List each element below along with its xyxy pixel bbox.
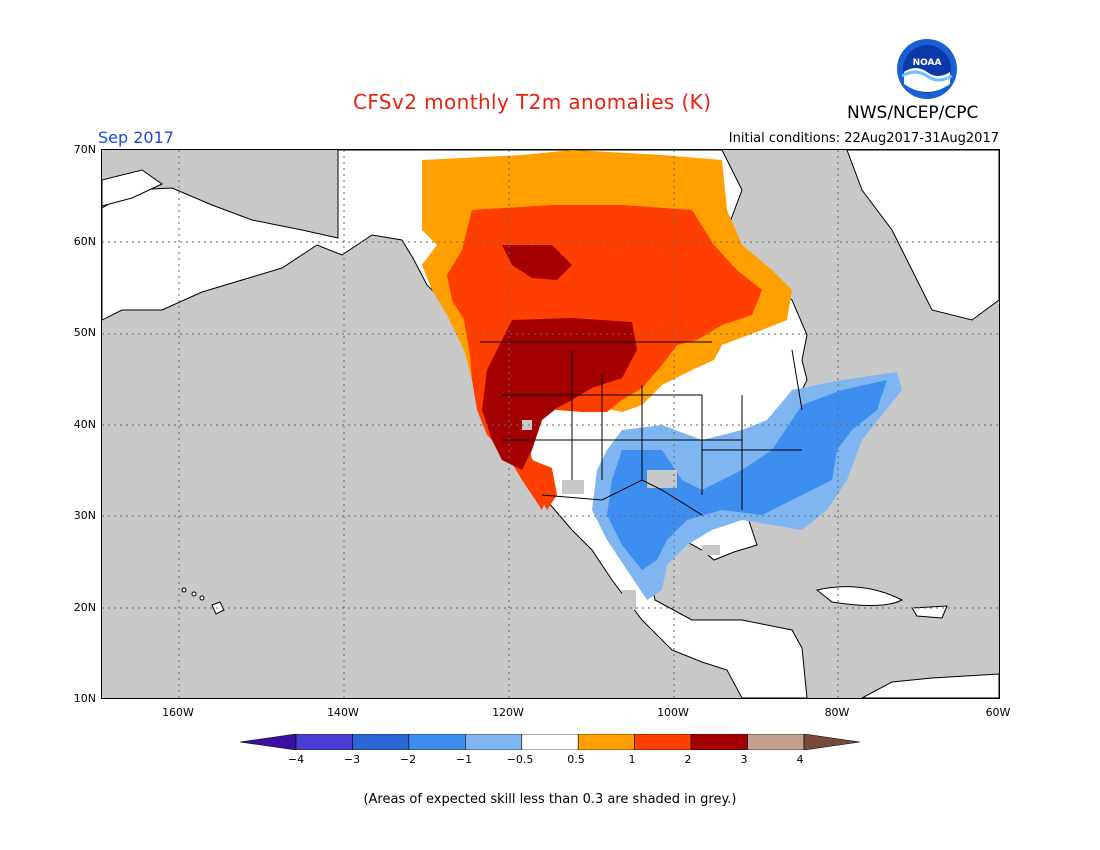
colorbar-tick-label: −4 bbox=[287, 753, 305, 766]
logo-text: NOAA bbox=[913, 58, 942, 68]
initial-conditions: Initial conditions: 22Aug2017-31Aug2017 bbox=[728, 131, 999, 146]
colorbar bbox=[240, 734, 860, 750]
hispaniola-landmass bbox=[911, 605, 948, 619]
lat-label: 50N bbox=[73, 326, 96, 339]
colorbar-segment bbox=[577, 734, 635, 750]
colorbar-segment bbox=[408, 734, 466, 750]
lat-label: 10N bbox=[73, 692, 96, 705]
colorbar-tick-label: −2 bbox=[399, 753, 417, 766]
agency-label: NWS/NCEP/CPC bbox=[847, 103, 979, 123]
hawaii-islands bbox=[181, 587, 225, 615]
forecast-month: Sep 2017 bbox=[98, 128, 174, 147]
skill-note: (Areas of expected skill less than 0.3 a… bbox=[363, 792, 737, 807]
anomaly-region-baja bbox=[532, 460, 557, 510]
colorbar-tick-label: 2 bbox=[684, 753, 692, 766]
anomaly-map bbox=[102, 150, 999, 698]
lon-label: 160W bbox=[162, 706, 194, 719]
colorbar-segment bbox=[465, 734, 523, 750]
colorbar-segment bbox=[690, 734, 748, 750]
colorbar-segment bbox=[240, 734, 297, 750]
colorbar-tick-label: −0.5 bbox=[506, 753, 534, 766]
political-boundaries bbox=[337, 150, 803, 516]
lon-label: 140W bbox=[327, 706, 359, 719]
colorbar-tick-label: 3 bbox=[740, 753, 748, 766]
colorbar-segment bbox=[295, 734, 353, 750]
colorbar-segment bbox=[747, 734, 805, 750]
cuba-landmass bbox=[815, 586, 904, 607]
noaa-logo-icon: NOAA bbox=[897, 39, 957, 99]
colorbar-segment bbox=[521, 734, 579, 750]
lon-label: 80W bbox=[824, 706, 850, 719]
lat-label: 20N bbox=[73, 601, 96, 614]
alaska-landmass bbox=[102, 169, 163, 207]
lon-label: 120W bbox=[492, 706, 524, 719]
graticule bbox=[102, 150, 999, 698]
colorbar-segment bbox=[803, 734, 860, 750]
colorbar-tick-label: 1 bbox=[628, 753, 636, 766]
colorbar-tick-label: −3 bbox=[343, 753, 361, 766]
low-skill-patches bbox=[522, 420, 750, 616]
anomaly-region-blue bbox=[607, 380, 887, 570]
lon-label: 60W bbox=[985, 706, 1011, 719]
lat-label: 30N bbox=[73, 509, 96, 522]
colorbar-tick-label: −1 bbox=[455, 753, 473, 766]
lat-label: 70N bbox=[73, 143, 96, 156]
anomaly-region-dark-red-west bbox=[482, 318, 637, 470]
south-america-landmass bbox=[861, 673, 999, 698]
chart-title: CFSv2 monthly T2m anomalies (K) bbox=[353, 90, 712, 114]
colorbar-segment bbox=[352, 734, 410, 750]
colorbar-segment bbox=[634, 734, 692, 750]
greenland-landmass bbox=[846, 150, 999, 321]
lat-label: 40N bbox=[73, 418, 96, 431]
colorbar-tick-label: 4 bbox=[796, 753, 804, 766]
lon-label: 100W bbox=[657, 706, 689, 719]
map-panel bbox=[101, 149, 1000, 699]
anomaly-region-dark-red-north bbox=[502, 245, 572, 280]
colorbar-tick-label: 0.5 bbox=[567, 753, 585, 766]
lat-label: 60N bbox=[73, 235, 96, 248]
